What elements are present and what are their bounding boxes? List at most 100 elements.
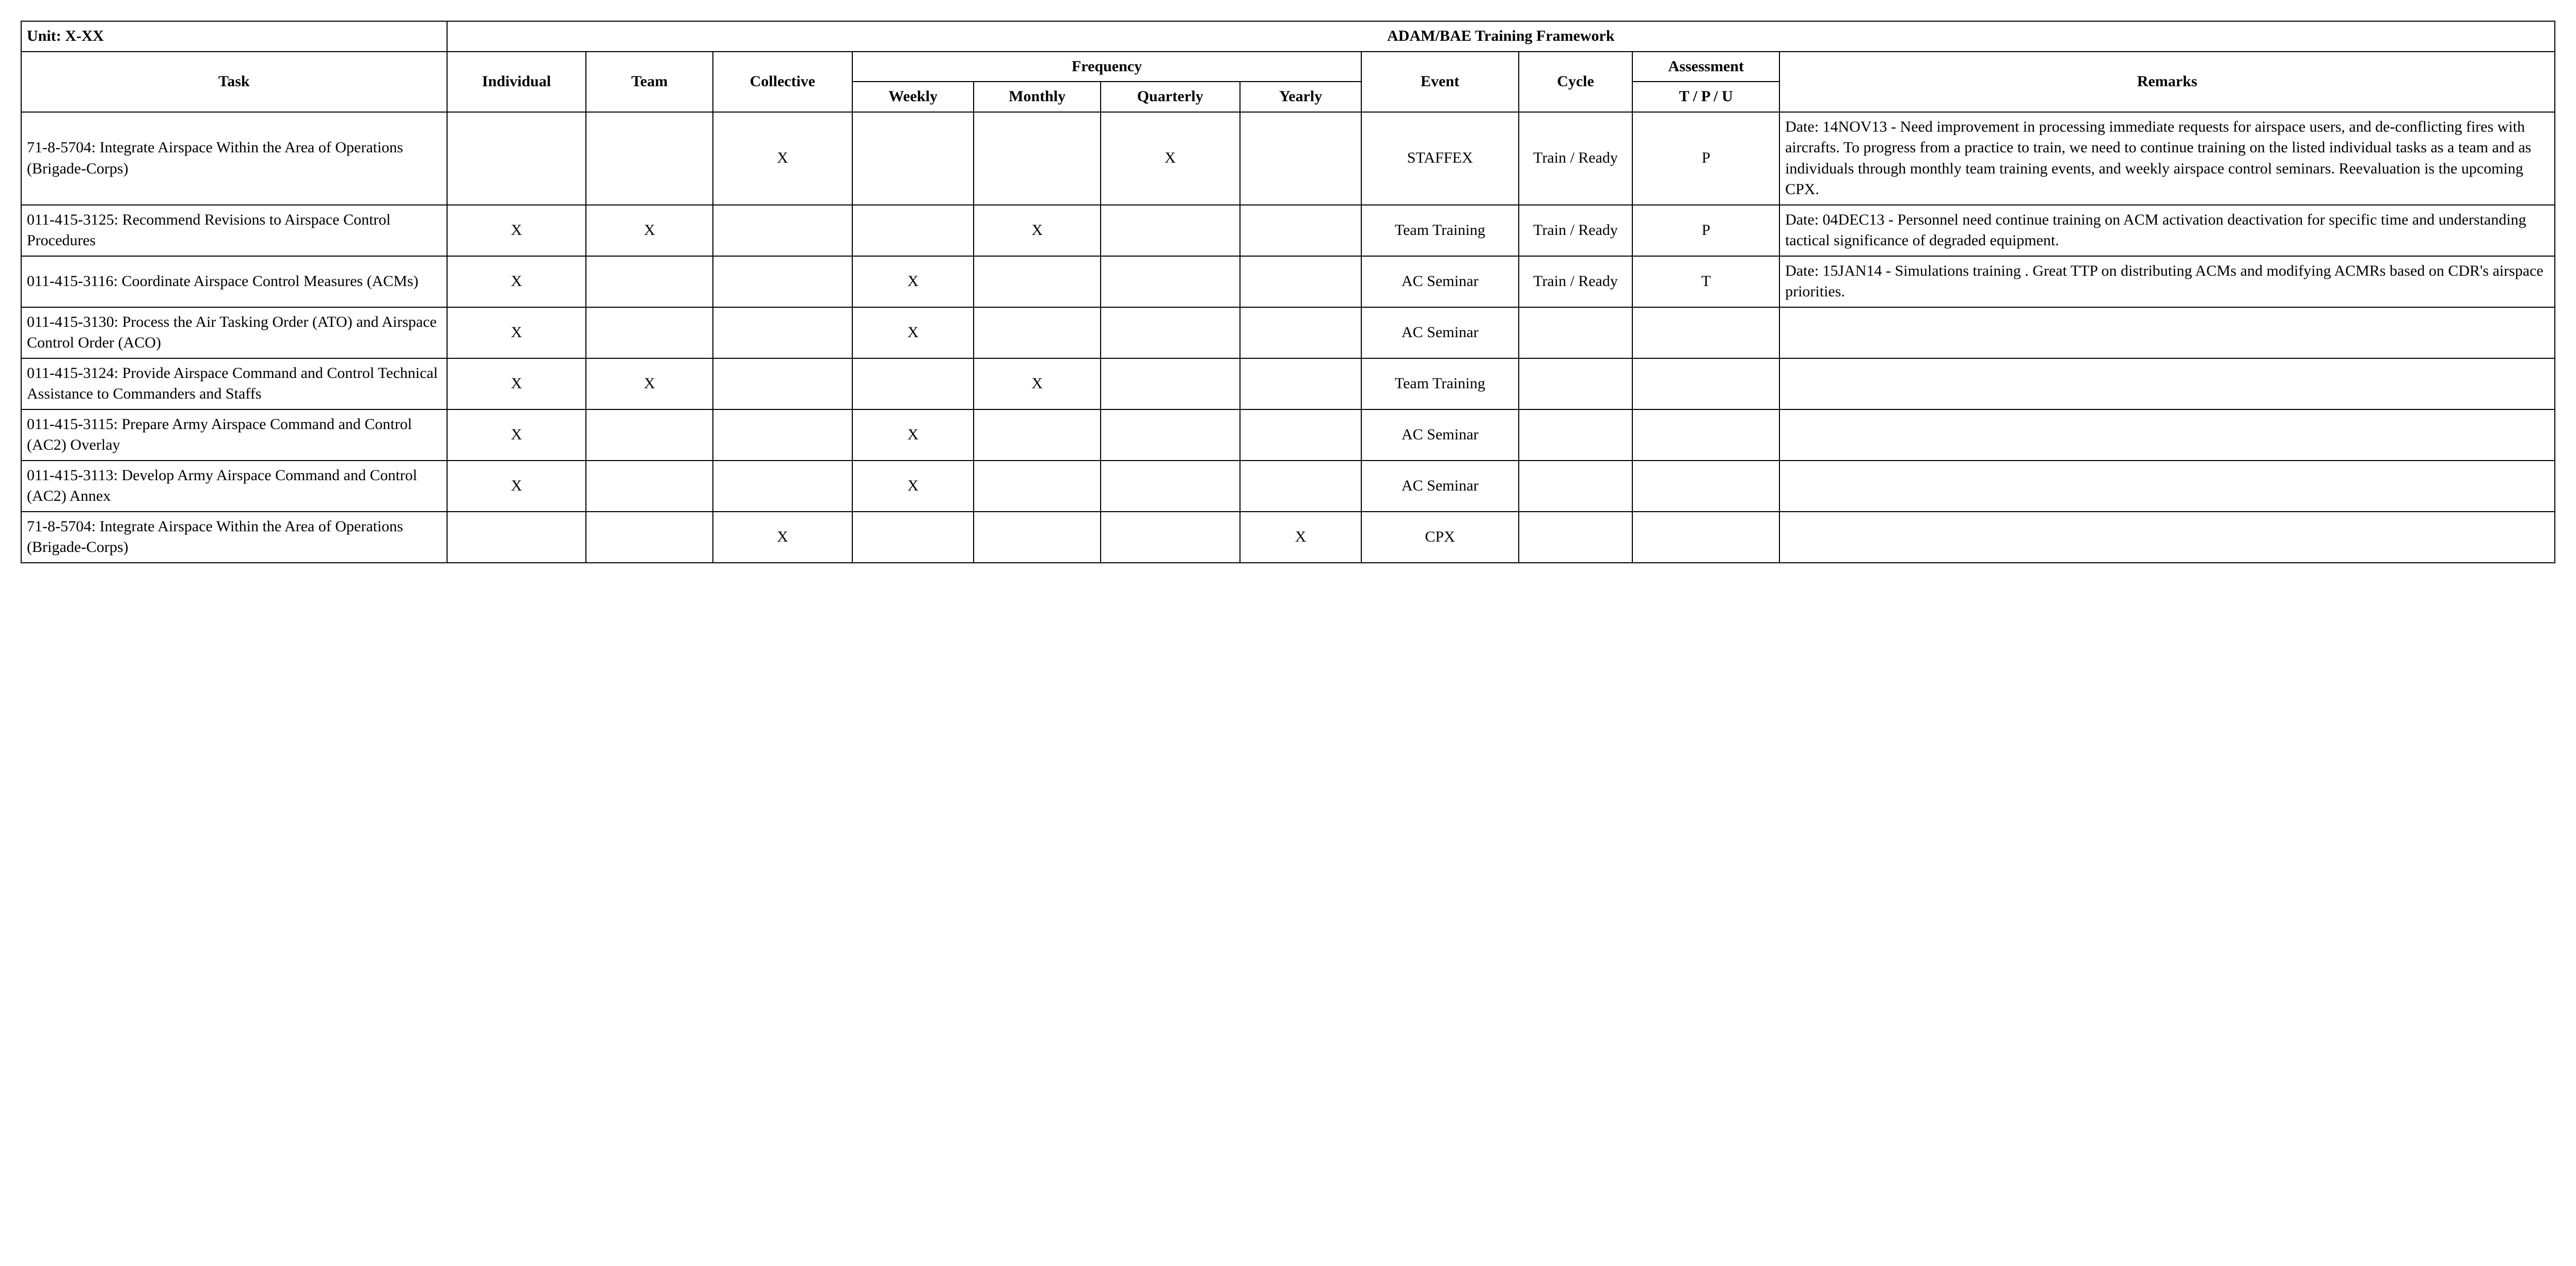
cell-weekly: X [852,307,974,358]
cell-quarterly [1101,409,1240,461]
cell-task: 011-415-3130: Process the Air Tasking Or… [21,307,447,358]
cell-task: 011-415-3115: Prepare Army Airspace Comm… [21,409,447,461]
cell-cycle [1519,461,1633,512]
col-monthly: Monthly [974,82,1100,112]
cell-remarks [1779,307,2555,358]
cell-individual [447,112,586,205]
table-row: 011-415-3124: Provide Airspace Command a… [21,358,2555,409]
cell-cycle: Train / Ready [1519,112,1633,205]
col-yearly: Yearly [1240,82,1362,112]
table-row: 71-8-5704: Integrate Airspace Within the… [21,112,2555,205]
cell-event: AC Seminar [1361,307,1518,358]
cell-quarterly [1101,307,1240,358]
col-weekly: Weekly [852,82,974,112]
cell-team: X [586,358,712,409]
cell-assessment: P [1632,112,1779,205]
cell-weekly [852,112,974,205]
cell-collective: X [713,112,852,205]
cell-weekly: X [852,409,974,461]
table-title: ADAM/BAE Training Framework [447,21,2555,52]
cell-individual: X [447,409,586,461]
cell-weekly: X [852,256,974,307]
cell-monthly [974,256,1100,307]
training-framework-table: Unit: X-XX ADAM/BAE Training Framework T… [21,21,2555,563]
cell-assessment [1632,307,1779,358]
cell-monthly: X [974,205,1100,256]
cell-monthly [974,112,1100,205]
cell-remarks: Date: 15JAN14 - Simulations training . G… [1779,256,2555,307]
cell-assessment [1632,461,1779,512]
cell-event: Team Training [1361,358,1518,409]
cell-event: Team Training [1361,205,1518,256]
cell-yearly [1240,358,1362,409]
table-row: 011-415-3113: Develop Army Airspace Comm… [21,461,2555,512]
cell-collective [713,205,852,256]
cell-cycle [1519,307,1633,358]
table-body: 71-8-5704: Integrate Airspace Within the… [21,112,2555,563]
cell-remarks [1779,461,2555,512]
col-assessment: Assessment [1632,52,1779,82]
cell-event: AC Seminar [1361,461,1518,512]
cell-individual: X [447,461,586,512]
cell-monthly [974,409,1100,461]
cell-remarks [1779,358,2555,409]
cell-team [586,307,712,358]
cell-individual [447,512,586,563]
cell-individual: X [447,307,586,358]
cell-monthly [974,307,1100,358]
cell-collective [713,409,852,461]
cell-yearly [1240,112,1362,205]
cell-remarks: Date: 14NOV13 - Need improvement in proc… [1779,112,2555,205]
table-header: Unit: X-XX ADAM/BAE Training Framework T… [21,21,2555,112]
cell-collective [713,358,852,409]
table-row: 011-415-3116: Coordinate Airspace Contro… [21,256,2555,307]
col-frequency-group: Frequency [852,52,1361,82]
unit-label: Unit: X-XX [21,21,447,52]
cell-monthly: X [974,358,1100,409]
cell-weekly [852,358,974,409]
cell-collective [713,461,852,512]
cell-yearly: X [1240,512,1362,563]
cell-weekly [852,205,974,256]
col-team: Team [586,52,712,112]
cell-monthly [974,461,1100,512]
cell-monthly [974,512,1100,563]
cell-assessment [1632,512,1779,563]
cell-quarterly: X [1101,112,1240,205]
cell-assessment [1632,358,1779,409]
cell-quarterly [1101,512,1240,563]
col-remarks: Remarks [1779,52,2555,112]
cell-yearly [1240,461,1362,512]
cell-remarks: Date: 04DEC13 - Personnel need continue … [1779,205,2555,256]
cell-assessment [1632,409,1779,461]
cell-quarterly [1101,358,1240,409]
cell-collective [713,256,852,307]
cell-quarterly [1101,461,1240,512]
cell-event: AC Seminar [1361,409,1518,461]
cell-task: 71-8-5704: Integrate Airspace Within the… [21,512,447,563]
cell-assessment: P [1632,205,1779,256]
cell-event: AC Seminar [1361,256,1518,307]
cell-remarks [1779,512,2555,563]
cell-cycle [1519,512,1633,563]
cell-task: 011-415-3124: Provide Airspace Command a… [21,358,447,409]
col-assessment-sub: T / P / U [1632,82,1779,112]
col-event: Event [1361,52,1518,112]
table-row: 71-8-5704: Integrate Airspace Within the… [21,512,2555,563]
cell-collective: X [713,512,852,563]
cell-team [586,256,712,307]
cell-team [586,461,712,512]
cell-collective [713,307,852,358]
cell-task: 71-8-5704: Integrate Airspace Within the… [21,112,447,205]
cell-cycle: Train / Ready [1519,256,1633,307]
col-task: Task [21,52,447,112]
col-quarterly: Quarterly [1101,82,1240,112]
cell-yearly [1240,205,1362,256]
cell-team [586,512,712,563]
col-cycle: Cycle [1519,52,1633,112]
col-collective: Collective [713,52,852,112]
cell-team [586,409,712,461]
cell-team [586,112,712,205]
cell-individual: X [447,256,586,307]
cell-event: CPX [1361,512,1518,563]
